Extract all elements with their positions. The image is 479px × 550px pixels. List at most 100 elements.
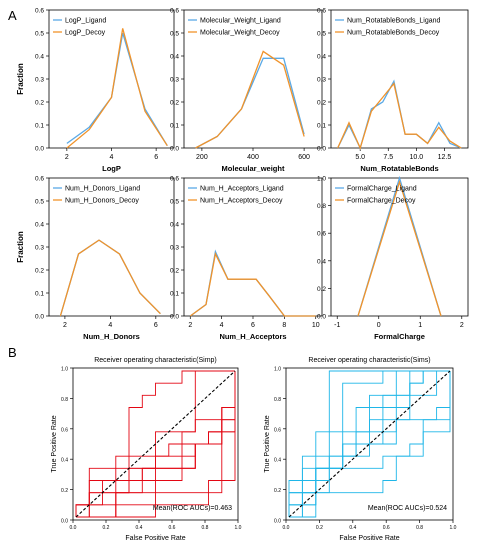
x-tick-label: 1.0: [235, 525, 242, 531]
diagonal-reference-line: [75, 370, 236, 518]
x-tick-label: 1.0: [450, 525, 457, 531]
auc-annotation: Mean(ROC AUCs)=0.463: [153, 505, 232, 512]
panel-label-a: A: [8, 8, 17, 23]
legend: Num_H_Donors_Ligand Num_H_Donors_Decoy: [53, 186, 140, 205]
chart-molwt: 0.0 0.1 0.2 0.3 0.4 0.5 0.6 200 400 600 Molecular_…: [170, 8, 323, 173]
y-tick-label: 0.4: [61, 458, 68, 464]
x-tick-label: 0.8: [416, 525, 423, 531]
roc-curve: [76, 371, 236, 518]
y-axis-label: Fraction: [16, 231, 25, 263]
y-tick-label: 0.2: [35, 268, 44, 275]
series-line-Num_RotatableBonds_Decoy: [337, 82, 462, 150]
y-tick-label: 0.4: [170, 222, 179, 229]
plot-frame: [330, 9, 469, 149]
legend: Num_H_Acceptors_Ligand Num_H_Acceptors_De…: [188, 186, 284, 205]
legend-label: LogP_Ligand: [65, 18, 106, 25]
x-axis-label: False Positive Rate: [339, 535, 399, 542]
y-tick-label: 0.0: [274, 519, 281, 525]
y-tick-label: 0.6: [317, 231, 326, 238]
x-tick-label: 4: [110, 154, 114, 161]
series-line-FormalCharge_Decoy: [357, 179, 442, 317]
series-line-Num_H_Donors_Decoy: [59, 239, 161, 317]
y-tick-label: 0.4: [35, 222, 44, 229]
legend-label: Num_H_Acceptors_Decoy: [200, 198, 283, 205]
y-tick-label: 0.2: [170, 268, 179, 275]
y-tick-label: 0.5: [35, 199, 44, 206]
x-tick-label: 2: [188, 322, 192, 329]
x-axis-label: LogP: [102, 164, 121, 173]
legend-label: Molecular_Weight_Decoy: [200, 30, 280, 37]
x-axis-label: Num_RotatableBonds: [360, 164, 438, 173]
y-tick-label: 0.4: [317, 54, 326, 61]
plot-frame: [330, 177, 469, 317]
x-tick-label: -1: [334, 322, 340, 329]
chart-rotb: 0.00.10.20.30.40.50.65.0 7.5 10.0 12.5Num_R…: [317, 8, 469, 173]
x-tick-label: 7.5: [383, 154, 393, 161]
x-tick-label: 5.0: [355, 154, 365, 161]
y-tick-label: 0.4: [317, 258, 326, 265]
x-tick-label: 2: [65, 154, 69, 161]
plot-frame: [48, 177, 175, 317]
legend-label: Num_RotatableBonds_Decoy: [347, 30, 440, 37]
y-tick-label: 0.6: [274, 427, 281, 433]
x-tick-label: 0.0: [70, 525, 77, 531]
x-tick-label: 0.6: [169, 525, 176, 531]
y-tick-label: 0.4: [35, 54, 44, 61]
x-tick-label: 10.0: [410, 154, 424, 161]
x-tick-label: 12.5: [438, 154, 452, 161]
x-tick-label: 600: [298, 154, 310, 161]
y-tick-label: 0.0: [61, 519, 68, 525]
x-tick-label: 200: [196, 154, 208, 161]
y-tick-label: 0.8: [274, 397, 281, 403]
y-tick-label: 0.0: [170, 146, 179, 153]
y-tick-label: 0.1: [170, 123, 179, 130]
y-tick-label: 1.0: [274, 367, 281, 373]
x-tick-label: 0.2: [103, 525, 110, 531]
y-tick-label: 0.5: [170, 199, 179, 206]
y-tick-label: 0.0: [35, 146, 44, 153]
x-tick-label: 6: [154, 154, 158, 161]
x-tick-label: 0.2: [316, 525, 323, 531]
chart-hacc: 0.0 0.1 0.2 0.3 0.4 0.5 0.6 2 4 6 8 10 Num_H_Accepto…: [170, 176, 323, 341]
chart-logp: 0.0 0.1 0.2 0.3 0.4 0.5 0.6 2 4 6 LogP Fraction LogP…: [16, 8, 175, 173]
x-axis-label: Num_H_Acceptors: [219, 332, 286, 341]
y-tick-label: 0.3: [170, 245, 179, 252]
legend-label: FormalCharge_Decoy: [347, 198, 416, 205]
y-tick-label: 0.0: [170, 314, 179, 321]
y-axis-label: Fraction: [16, 63, 25, 95]
y-tick-label: 0.5: [317, 31, 326, 38]
y-tick-label: 0.1: [317, 123, 326, 130]
y-tick-label: 0.4: [274, 458, 281, 464]
x-tick-label: 0.6: [383, 525, 390, 531]
x-tick-label: 400: [247, 154, 259, 161]
chart-charge: 0.0 0.2 0.4 0.6 0.8 1.0 -1 0 1 2 FormalCharge Forma…: [317, 176, 469, 341]
x-tick-label: 6: [154, 322, 158, 329]
y-axis-label: True Positive Rate: [51, 415, 58, 472]
x-tick-label: 0.4: [136, 525, 143, 531]
chart-title: Receiver operating characteristic(Sims): [308, 357, 430, 364]
x-tick-label: 8: [282, 322, 286, 329]
legend: LogP_Ligand LogP_Decoy: [53, 18, 106, 37]
plot-frame: [183, 177, 323, 317]
legend-label: Num_H_Donors_Decoy: [65, 198, 139, 205]
y-tick-label: 0.1: [35, 291, 44, 298]
y-tick-label: 0.2: [317, 100, 326, 107]
y-tick-label: 0.0: [317, 146, 326, 153]
y-tick-label: 0.6: [35, 8, 44, 15]
x-tick-label: 4: [108, 322, 112, 329]
roc-curve: [75, 370, 235, 517]
y-tick-label: 1.0: [61, 367, 68, 373]
y-tick-label: 0.2: [170, 100, 179, 107]
y-tick-label: 0.6: [35, 176, 44, 183]
y-tick-label: 0.5: [35, 31, 44, 38]
y-tick-label: 0.3: [35, 77, 44, 84]
y-tick-label: 0.6: [170, 8, 179, 15]
y-tick-label: 0.2: [274, 488, 281, 494]
chart-title: Receiver operating characteristic(Simp): [94, 357, 217, 364]
x-axis-label: Molecular_weight: [222, 164, 285, 173]
series-line-Num_H_Acceptors_Decoy: [189, 251, 316, 317]
chart-hdon: 0.0 0.1 0.2 0.3 0.4 0.5 0.6 2 4 6 Num_H_Donors Frac…: [16, 176, 175, 341]
y-axis-label: True Positive Rate: [264, 415, 271, 472]
x-tick-label: 0: [377, 322, 381, 329]
